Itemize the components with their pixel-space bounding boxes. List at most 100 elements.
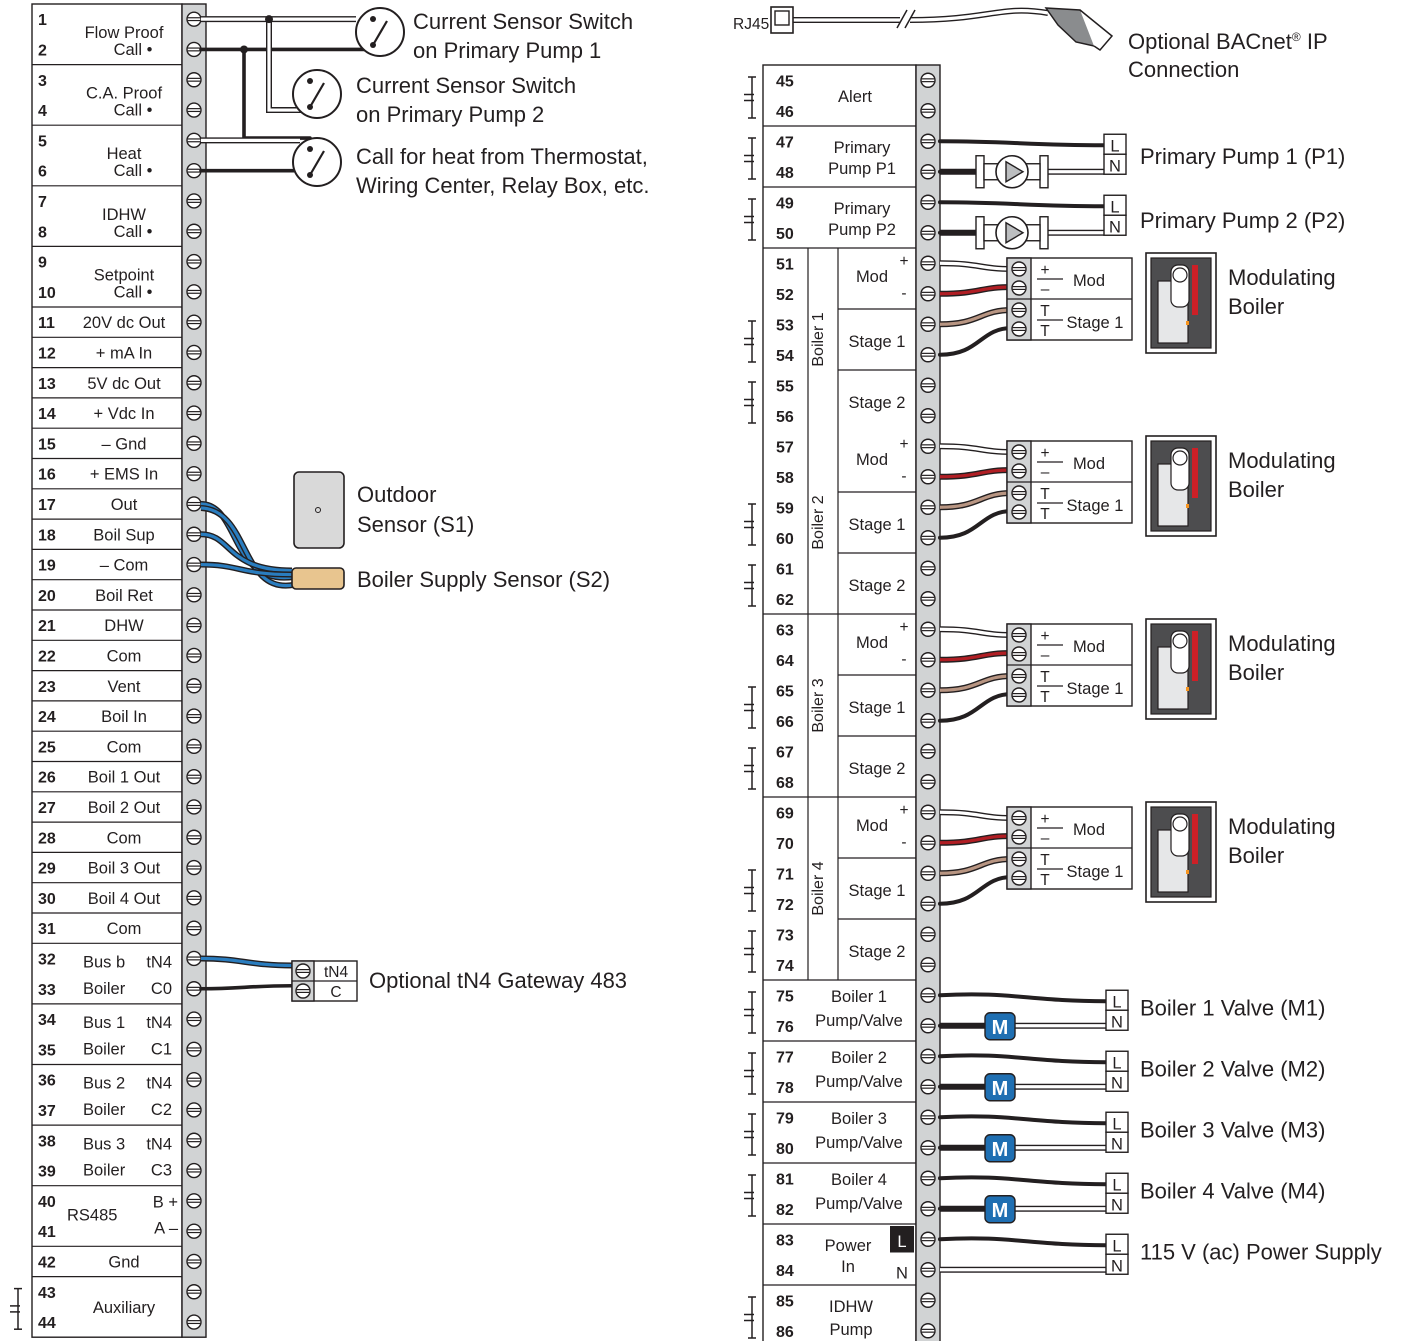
terminal-label-32: Bus b — [83, 953, 125, 971]
terminal-number-60: 60 — [776, 531, 794, 548]
bacnet-text-2: Connection — [1128, 57, 1239, 82]
terminal-screw-73 — [920, 926, 936, 942]
terminal-number-83: 83 — [776, 1232, 794, 1249]
pump-p2-label-2: Pump P2 — [828, 221, 896, 239]
pump2-n-box — [1103, 214, 1127, 236]
terminal-number-23: 23 — [38, 679, 56, 696]
terminal-number-32: 32 — [38, 951, 56, 968]
terminal-label-12: + mA In — [96, 344, 152, 362]
boiler3-icon-flue — [1192, 631, 1198, 681]
terminal-number-16: 16 — [38, 467, 56, 484]
terminal-screw-59 — [920, 499, 936, 515]
wire-t18 — [200, 532, 293, 573]
terminal-number-51: 51 — [776, 256, 794, 273]
terminal-screw-6 — [186, 162, 202, 179]
stage2-label: Stage 2 — [849, 394, 906, 412]
pump-p2-label: Primary — [834, 200, 892, 218]
boiler1-stage1-wire-a — [939, 308, 1013, 326]
terminal-screw-9 — [186, 253, 202, 270]
boiler1-module-screw-1 — [1011, 280, 1027, 296]
boiler-label-2: Boiler 2 — [810, 495, 827, 549]
field-devices: Current Sensor Switch on Primary Pump 1 Cu… — [291, 6, 1382, 1275]
current-sensor-2-text-2: on Primary Pump 2 — [356, 102, 544, 127]
terminal-screw-51 — [920, 255, 936, 271]
terminal-number-67: 67 — [776, 744, 794, 761]
gateway-screw-tn4 — [295, 963, 311, 979]
pump-valve-label-4: Boiler 4 — [831, 1171, 887, 1189]
terminal-screw-31 — [186, 920, 202, 936]
terminal-number-57: 57 — [776, 439, 794, 456]
terminal-number-63: 63 — [776, 622, 794, 639]
power-n-label: N — [896, 1265, 908, 1283]
terminal-screw-30 — [186, 890, 202, 906]
terminal-screw-43 — [186, 1284, 202, 1300]
boiler2-icon-gauge — [1172, 450, 1188, 466]
terminal-number-50: 50 — [776, 226, 794, 243]
call-for-heat-text-2: Wiring Center, Relay Box, etc. — [356, 173, 649, 198]
terminal-screw-5 — [186, 132, 202, 149]
valve4-text: Boiler 4 Valve (M4) — [1140, 1178, 1325, 1203]
terminal-number-29: 29 — [38, 861, 56, 878]
primary-pump-1-arrow — [1005, 160, 1025, 183]
terminal-screw-22 — [186, 647, 202, 664]
rj45-label: RJ45 — [733, 16, 769, 33]
gateway-screw-c — [295, 983, 311, 999]
boiler4-icon-led — [1186, 870, 1189, 874]
valve2-n-box — [1105, 1070, 1129, 1092]
terminal-screw-81 — [920, 1170, 936, 1186]
plus-label: + — [899, 802, 908, 819]
terminal-number-70: 70 — [776, 836, 794, 853]
terminal-screw-65 — [920, 682, 936, 698]
module-stage1: Stage 1 — [1067, 680, 1124, 698]
current-sensor-1-text-2: on Primary Pump 1 — [413, 38, 601, 63]
mod-label: Mod — [856, 634, 888, 652]
power-l-label: L — [897, 1233, 906, 1251]
terminal-label-21: DHW — [104, 617, 144, 635]
boiler1-mod-minus-wire — [939, 285, 1013, 296]
boiler1-module-screw-0 — [1011, 261, 1027, 277]
gateway-tn4-label: tN4 — [324, 964, 349, 981]
boiler-supply-sensor — [291, 567, 345, 590]
pump-valve-label-3-2: Pump/Valve — [815, 1134, 903, 1152]
boiler3-module-screw-2 — [1011, 668, 1027, 684]
boiler3-module-screw-0 — [1011, 627, 1027, 643]
ethernet-plug-tip — [1079, 9, 1114, 51]
terminal-label-37-b: C2 — [151, 1101, 172, 1119]
terminal-number-65: 65 — [776, 683, 794, 700]
pump-valve-label-1: Boiler 1 — [831, 988, 887, 1006]
valve1-m-label: M — [992, 1017, 1009, 1039]
terminal-screw-19 — [186, 556, 202, 573]
power-in-label: Power — [825, 1237, 872, 1255]
terminal-screw-38 — [186, 1132, 202, 1148]
primary-pump-1-text: Primary Pump 1 (P1) — [1140, 144, 1345, 169]
terminal-screw-11 — [186, 314, 202, 330]
boiler1-stage1-wire-b — [938, 326, 1014, 357]
terminal-label-33-b: C0 — [151, 980, 172, 998]
terminal-label: Call • — [114, 283, 153, 301]
terminal-label-32-b: tN4 — [146, 953, 172, 971]
valve3-l: L — [1112, 1115, 1121, 1133]
bacnet-cable-b — [909, 9, 1049, 22]
module-minus: – — [1041, 464, 1050, 481]
terminal-screw-40 — [186, 1193, 202, 1209]
terminal-number-17: 17 — [38, 497, 56, 514]
boiler2-icon-flue — [1192, 448, 1198, 498]
terminal-label-24: Boil In — [101, 708, 147, 726]
terminal-screw-23 — [186, 678, 202, 694]
valve2-motor-icon — [984, 1073, 1016, 1102]
module-mod: Mod — [1073, 455, 1105, 473]
terminal-screw-2 — [186, 41, 202, 58]
terminal-label: Call • — [114, 41, 153, 59]
terminal-screw-55 — [920, 377, 936, 393]
minus-label: - — [901, 468, 906, 485]
terminal-label-27: Boil 2 Out — [88, 799, 161, 817]
terminal-screw-45 — [920, 72, 936, 88]
gateway-text: Optional tN4 Gateway 483 — [369, 968, 627, 993]
mod-label: Mod — [856, 268, 888, 286]
boiler2-module-screw-0 — [1011, 444, 1027, 460]
terminal-screw-58 — [920, 469, 936, 485]
boiler2-mod-plus-wire — [939, 444, 1013, 454]
terminal-number-30: 30 — [38, 891, 56, 908]
module-t: T — [1040, 486, 1050, 503]
boiler1-modulating-text-2: Boiler — [1228, 294, 1284, 319]
